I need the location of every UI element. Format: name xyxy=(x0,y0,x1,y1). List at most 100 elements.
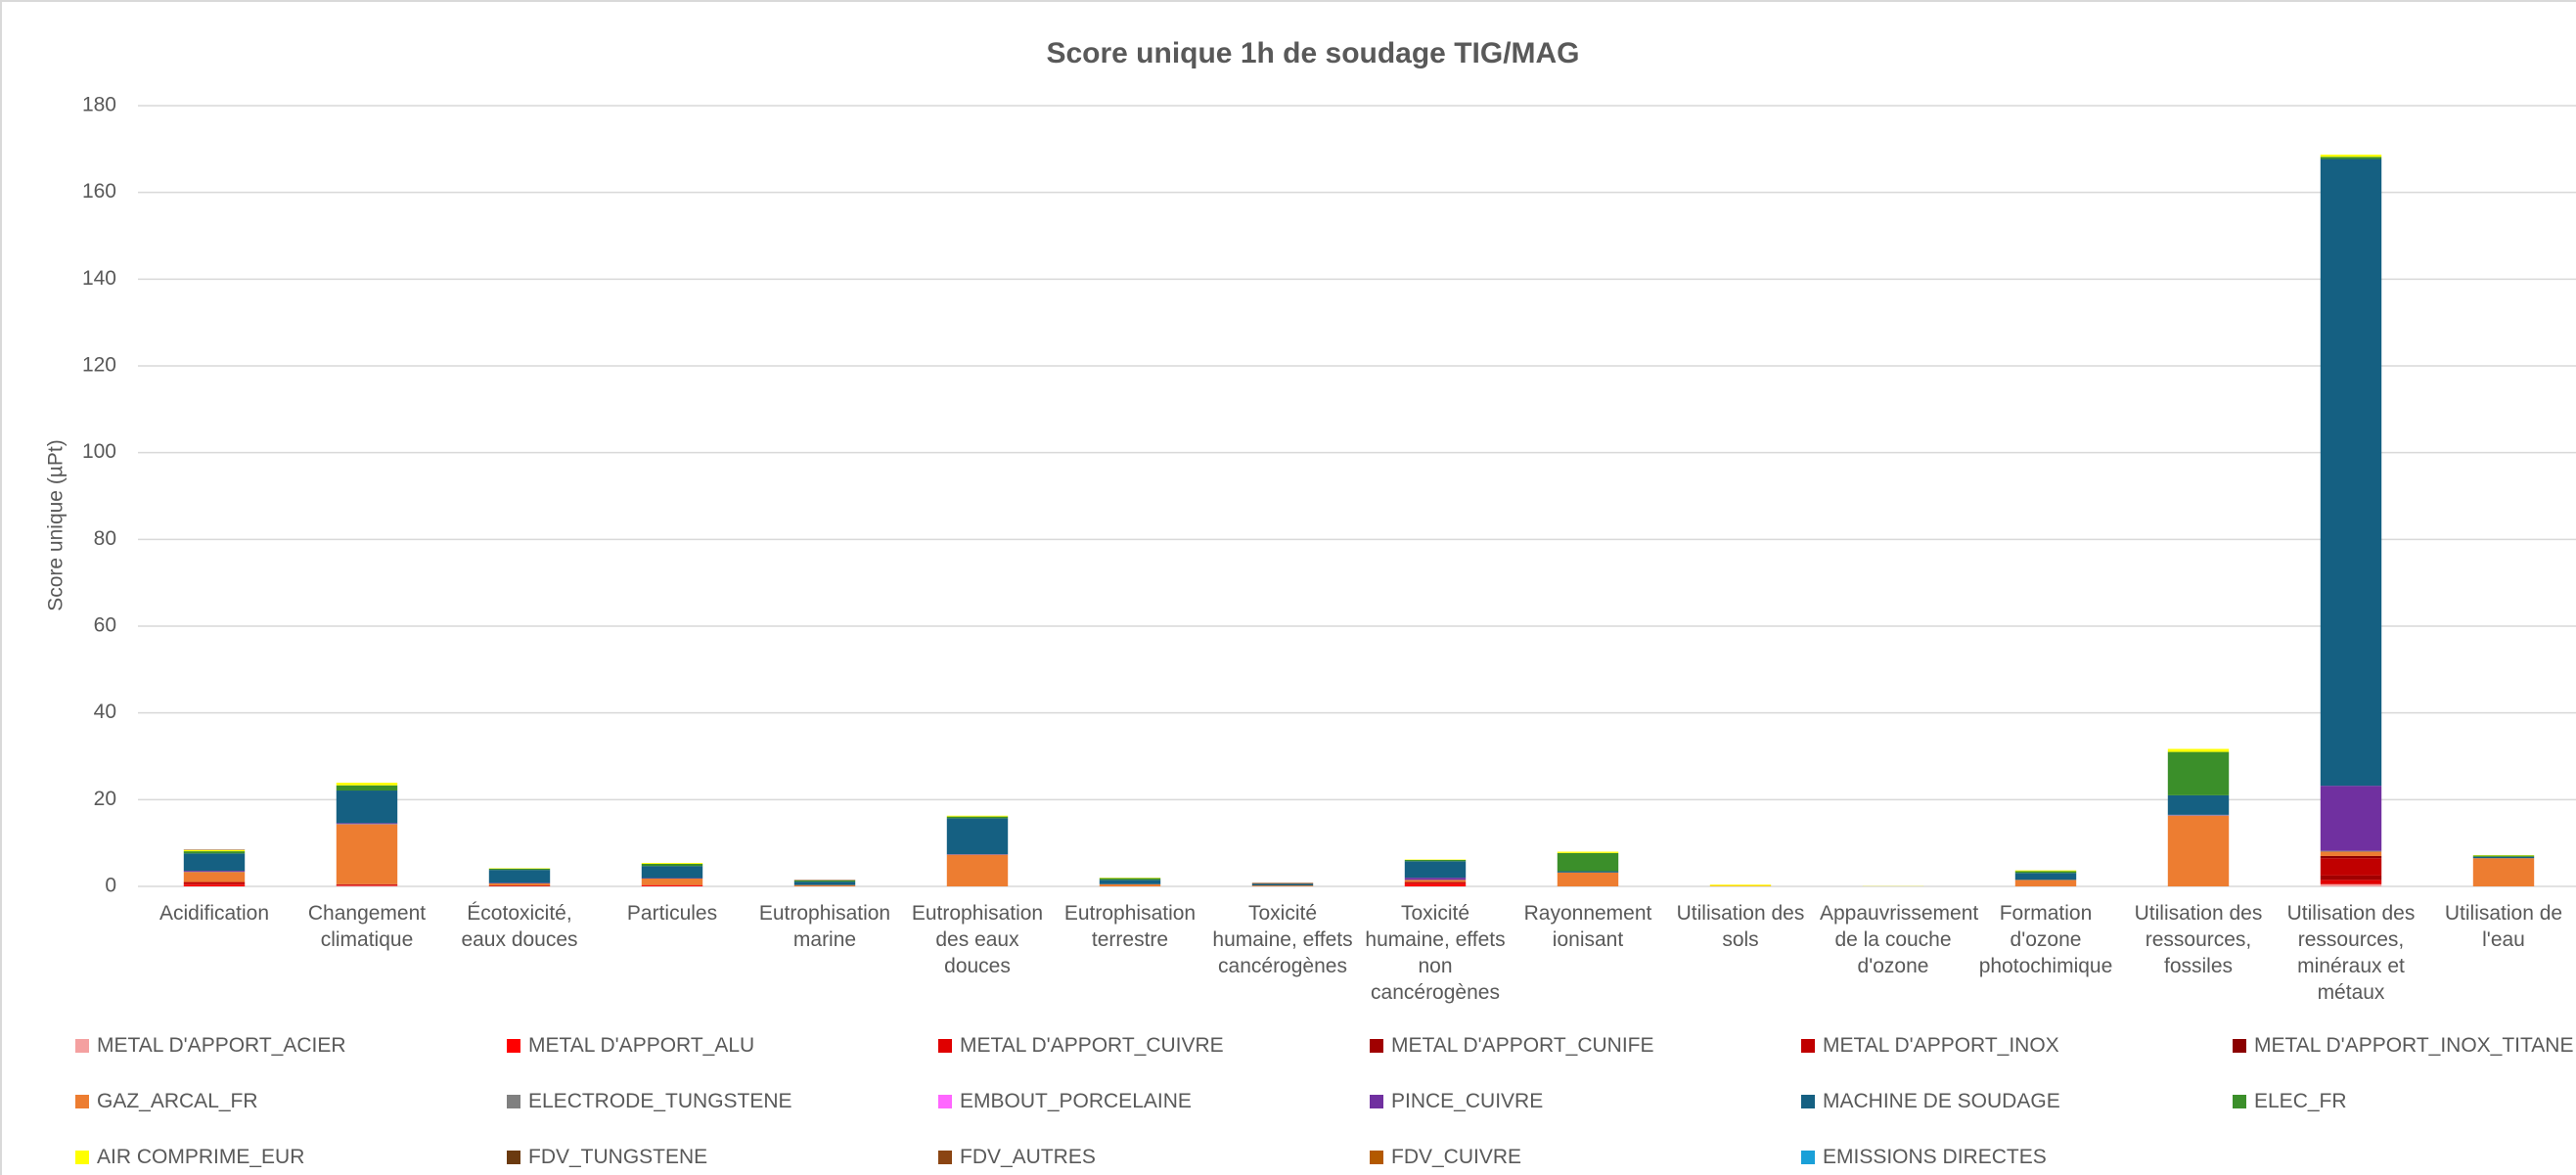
x-tick-label: Écotoxicité, eaux douces xyxy=(461,902,578,951)
chart-title: Score unique 1h de soudage TIG/MAG xyxy=(1046,37,1579,69)
x-tick-label: Eutrophisation des eaux douces xyxy=(911,902,1044,977)
x-tick-label: Utilisation des ressources, fossiles xyxy=(2134,902,2263,977)
bar-segment xyxy=(1404,878,1467,881)
x-tick-label: Changement climatique xyxy=(307,902,427,951)
bar-segment xyxy=(1404,881,1467,883)
bar-segment xyxy=(2014,873,2077,881)
bar-segment xyxy=(183,849,246,852)
bar-segment xyxy=(183,872,246,882)
legend-label: ELECTRODE_TUNGSTENE xyxy=(528,1090,792,1112)
bar-segment xyxy=(183,884,246,886)
bar-segment xyxy=(2014,870,2077,872)
bar-segment xyxy=(2320,157,2382,159)
bar-segment xyxy=(488,870,551,883)
bar-segment xyxy=(488,868,551,871)
legend-item: METAL D'APPORT_INOX_TITANE xyxy=(2233,1034,2573,1058)
legend-label: MACHINE DE SOUDAGE xyxy=(1823,1090,2060,1112)
legend-item: MACHINE DE SOUDAGE xyxy=(1801,1090,2060,1113)
legend-item: GAZ_ARCAL_FR xyxy=(75,1090,258,1113)
legend-item: METAL D'APPORT_CUNIFE xyxy=(1370,1034,1654,1058)
legend-swatch xyxy=(1370,1095,1383,1108)
bar-segment xyxy=(641,879,703,885)
legend-label: METAL D'APPORT_ALU xyxy=(528,1034,755,1057)
bar-segment xyxy=(1099,880,1161,884)
legend-label: FDV_CUIVRE xyxy=(1391,1146,1522,1168)
legend-swatch xyxy=(507,1151,520,1164)
bar-segment xyxy=(2167,748,2230,752)
legend-item: METAL D'APPORT_INOX xyxy=(1801,1034,2059,1058)
y-axis-label: Score unique (µPt) xyxy=(45,439,68,611)
x-tick-label: Eutrophisation marine xyxy=(758,902,891,951)
bar-segment xyxy=(946,818,1009,855)
x-tick-label: Particules xyxy=(626,902,718,925)
bar-segment xyxy=(183,883,246,885)
legend-label: METAL D'APPORT_INOX_TITANE xyxy=(2254,1034,2574,1057)
legend-label: EMISSIONS DIRECTES xyxy=(1823,1146,2047,1168)
bar-segment xyxy=(641,866,703,879)
bar-segment xyxy=(1557,851,1619,853)
bar-segment xyxy=(1404,861,1467,879)
bar-segment xyxy=(2320,786,2382,851)
bar-segment xyxy=(1557,852,1619,872)
legend-item: FDV_CUIVRE xyxy=(1370,1146,1521,1169)
legend-swatch xyxy=(1370,1039,1383,1053)
legend-label: METAL D'APPORT_CUNIFE xyxy=(1391,1034,1654,1057)
bar-segment xyxy=(336,791,398,824)
bar-segment xyxy=(2014,871,2077,874)
y-tick-label: 140 xyxy=(82,267,116,290)
bar-segment xyxy=(2167,794,2230,815)
legend-swatch xyxy=(1801,1039,1815,1053)
y-tick-label: 80 xyxy=(94,527,116,550)
legend-item: EMBOUT_PORCELAINE xyxy=(938,1090,1192,1113)
legend-swatch xyxy=(2233,1095,2246,1108)
bar-segment xyxy=(2320,883,2382,886)
legend-label: METAL D'APPORT_ACIER xyxy=(97,1034,346,1057)
y-tick-label: 180 xyxy=(82,94,116,116)
legend-swatch xyxy=(2233,1039,2246,1053)
bar-segment xyxy=(336,823,398,825)
bar-segment xyxy=(183,871,246,872)
legend-swatch xyxy=(75,1151,89,1164)
bar-segment xyxy=(2472,856,2535,859)
bar-segment xyxy=(2167,815,2230,886)
bar-segment xyxy=(336,783,398,786)
bar-segment xyxy=(2320,880,2382,884)
bar-segment xyxy=(2320,851,2382,856)
legend-label: ELEC_FR xyxy=(2254,1090,2347,1112)
y-tick-label: 100 xyxy=(82,440,116,463)
bar-segment xyxy=(946,815,1009,817)
x-tick-label: Utilisation des sols xyxy=(1676,902,1805,951)
legend-item: METAL D'APPORT_CUIVRE xyxy=(938,1034,1224,1058)
bar-segment xyxy=(183,851,246,854)
legend-label: METAL D'APPORT_CUIVRE xyxy=(960,1034,1224,1057)
y-tick-label: 60 xyxy=(94,614,116,637)
legend-swatch xyxy=(1801,1151,1815,1164)
bar-segment xyxy=(641,863,703,867)
bar-segment xyxy=(1099,878,1161,881)
x-tick-label: Eutrophisation terrestre xyxy=(1063,902,1197,951)
legend-label: AIR COMPRIME_EUR xyxy=(97,1146,305,1168)
bar-segment xyxy=(1557,871,1619,873)
legend-item: EMISSIONS DIRECTES xyxy=(1801,1146,2047,1169)
bar-segment xyxy=(2320,875,2382,881)
legend-swatch xyxy=(938,1095,952,1108)
legend-label: GAZ_ARCAL_FR xyxy=(97,1090,258,1112)
legend-swatch xyxy=(1370,1151,1383,1164)
bar-segment xyxy=(2320,155,2382,158)
bar-segment xyxy=(1404,883,1467,886)
bar-segment xyxy=(336,785,398,791)
bar-segment xyxy=(2167,751,2230,795)
legend-swatch xyxy=(507,1095,520,1108)
bar-segment xyxy=(2320,850,2382,852)
bar-segment xyxy=(1251,883,1314,886)
bar-segment xyxy=(1557,872,1619,886)
bar-segment xyxy=(2014,880,2077,886)
legend-swatch xyxy=(75,1039,89,1053)
legend-label: EMBOUT_PORCELAINE xyxy=(960,1090,1192,1112)
legend-item: METAL D'APPORT_ALU xyxy=(507,1034,754,1058)
x-tick-label: Toxicité humaine, effets cancérogènes xyxy=(1212,902,1353,977)
legend-label: FDV_AUTRES xyxy=(960,1146,1096,1168)
bar-segment xyxy=(1404,880,1467,882)
legend-label: METAL D'APPORT_INOX xyxy=(1823,1034,2059,1057)
